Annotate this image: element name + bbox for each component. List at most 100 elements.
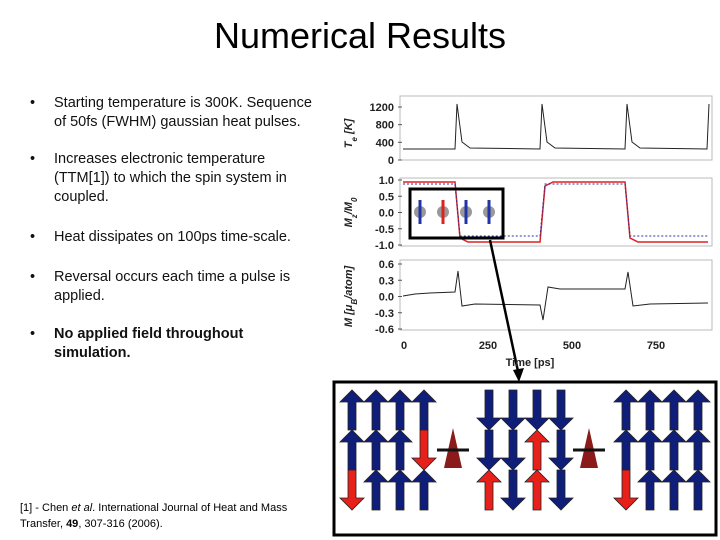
spin-arrow [524, 469, 550, 511]
bullet-text: applied. [54, 288, 105, 304]
panel-frame [399, 95, 713, 161]
y-tick-label: 0.6 [379, 259, 394, 271]
spin-arrow [548, 429, 574, 471]
spin-arrow [685, 469, 711, 511]
spin-arrow [500, 429, 526, 471]
y-tick-label: 800 [376, 120, 394, 132]
footnote-part: . International Journal of Heat and Mass [92, 502, 288, 514]
y-tick-label: -0.6 [375, 324, 394, 336]
spin-arrow [661, 429, 687, 471]
x-tick-label: 750 [647, 340, 665, 352]
bullet-marker: • [30, 95, 35, 111]
y-tick-label: 400 [376, 137, 394, 149]
spin-arrow [339, 389, 365, 431]
spin-arrow [613, 389, 639, 431]
spin-arrow [387, 389, 413, 431]
footnote-part: 49 [66, 518, 78, 530]
spin-arrow [363, 469, 389, 511]
y-axis-label: M [μB/atom] [343, 266, 359, 328]
highlight-box [408, 187, 505, 240]
spin-arrow [637, 469, 663, 511]
spin-arrow [476, 429, 502, 471]
spin-arrow [613, 469, 639, 511]
spin-arrow [685, 389, 711, 431]
footnote-part: Transfer, [20, 518, 66, 530]
bullet-text: (TTM[1]) to which the spin system in [54, 170, 287, 186]
magnetization-curve [403, 183, 708, 237]
y-tick-label: 0.0 [379, 292, 394, 304]
bullet-text: of 50fs (FWHM) gaussian heat pulses. [54, 114, 301, 130]
bullet-marker: • [30, 229, 35, 245]
spin-arrow [339, 469, 365, 511]
spin-arrow [524, 389, 550, 431]
temperature-curve [403, 103, 710, 150]
bullet-marker: • [30, 326, 35, 342]
y-tick-label: 1200 [370, 102, 394, 114]
spin-arrow [548, 469, 574, 511]
magnetization-curve [403, 181, 708, 243]
spin-arrow [363, 389, 389, 431]
spin-arrow [524, 429, 550, 471]
bullet-list: • Starting temperature is 300K. Sequence o… [30, 95, 312, 361]
pointer-arrow [488, 239, 521, 377]
x-tick-label: 0 [401, 340, 407, 352]
y-tick-label: 0.3 [379, 275, 394, 287]
x-tick-label: 250 [479, 340, 497, 352]
bullet-text: simulation. [54, 345, 131, 361]
spin-arrow [661, 389, 687, 431]
spin-arrow [411, 429, 437, 471]
spin-arrow [476, 469, 502, 511]
label-part: e [350, 137, 359, 142]
bullet-marker: • [30, 269, 35, 285]
spin-arrow [500, 469, 526, 511]
spin-arrow [339, 429, 365, 471]
y-axis-label: Te [K] [343, 118, 359, 148]
slide-title: Numerical Results [214, 15, 506, 56]
spin-diagram [339, 389, 711, 511]
label-part: M [μ [343, 304, 355, 327]
label-part: z [350, 214, 359, 219]
bullet-text: Starting temperature is 300K. Sequence [54, 95, 312, 111]
spin-arrow [476, 389, 502, 431]
bullet-text: Increases electronic temperature [54, 151, 265, 167]
y-tick-label: 1.0 [379, 175, 394, 187]
pointer-arrow-head [513, 368, 524, 382]
label-part: [K] [343, 118, 355, 137]
spin-arrow [685, 429, 711, 471]
x-tick-label: 500 [563, 340, 581, 352]
spin-arrow [637, 389, 663, 431]
footnote-part: et al [71, 502, 92, 514]
panel-frame [399, 259, 713, 331]
spin-arrow [387, 469, 413, 511]
spin-arrow [548, 389, 574, 431]
spin-arrow [411, 469, 437, 511]
heat-cone [580, 428, 598, 468]
spin-arrow [661, 469, 687, 511]
label-part: /atom] [343, 266, 355, 300]
bullet-marker: • [30, 151, 35, 167]
spin-arrow [411, 389, 437, 431]
label-part: 0 [350, 197, 359, 202]
spin-arrow [637, 429, 663, 471]
footnote-part: [1] - Chen [20, 502, 71, 514]
label-part: T [343, 140, 355, 148]
bullet-text: coupled. [54, 189, 109, 205]
spin-arrow [363, 429, 389, 471]
label-part: M [343, 217, 355, 227]
bullet-text: No applied field throughout [54, 326, 243, 342]
y-axis-label: Mz/M0 [343, 197, 359, 227]
bullet-text: Heat dissipates on 100ps time-scale. [54, 229, 291, 245]
x-axis-label: Time [ps] [506, 357, 555, 369]
y-tick-label: -0.5 [375, 224, 394, 236]
label-part: /M [343, 201, 355, 215]
y-tick-label: -0.3 [375, 308, 394, 320]
footnote-part: , 307-316 (2006). [78, 518, 162, 530]
spin-arrow [387, 429, 413, 471]
footnote-line: [1] - Chen et al. International Journal … [20, 502, 288, 514]
spin-arrow [613, 429, 639, 471]
heat-cone [444, 428, 462, 468]
y-tick-label: 0.0 [379, 208, 394, 220]
spin-arrow [500, 389, 526, 431]
y-tick-label: 0.5 [379, 191, 394, 203]
